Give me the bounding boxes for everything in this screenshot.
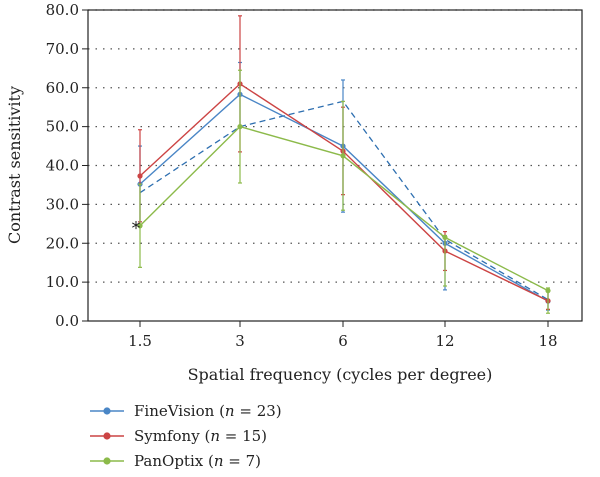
x-tick-label: 3 [235,332,245,350]
data-point [545,288,551,294]
series-line [139,93,549,302]
significance-marker: * [132,218,141,239]
series-group: * [132,15,551,314]
legend-label: PanOptix (n = 7) [134,452,261,470]
series-symfony [137,15,551,310]
data-point [237,124,243,130]
series-line [139,82,549,302]
y-tick-label: 10.0 [46,273,79,291]
series-finevision [137,61,551,311]
legend-marker [103,457,111,465]
x-tick-label: 1.5 [128,332,152,350]
y-tick-label: 80.0 [46,1,79,19]
x-tick-label: 18 [538,332,557,350]
y-tick-label: 0.0 [55,312,79,330]
legend: FineVision (n = 23) Symfony (n = 15) PanOp… [90,402,282,470]
y-tick-label: 70.0 [46,40,79,58]
plot-frame [87,9,583,322]
y-tick-label: 30.0 [46,195,79,213]
legend-label: Symfony (n = 15) [134,427,267,445]
series-panoptix [137,69,551,314]
axes: 0.0 10.0 20.0 30.0 40.0 50.0 60.0 70.0 80.0 1.5 3 6… [46,1,583,350]
dashed-line [139,100,549,301]
legend-item-finevision: FineVision (n = 23) [90,402,282,420]
y-tick-label: 20.0 [46,234,79,252]
y-tick-label: 40.0 [46,157,79,175]
y-axis-title: Contrast sensitivity [5,86,24,244]
legend-marker [103,407,111,415]
legend-item-panoptix: PanOptix (n = 7) [90,452,261,470]
x-tick-label: 6 [338,332,348,350]
y-tick-label: 50.0 [46,118,79,136]
dashed-series [139,100,549,301]
x-tick-label: 12 [435,332,454,350]
legend-label: FineVision (n = 23) [134,402,282,420]
data-point [340,153,346,159]
data-point [442,234,448,241]
legend-item-symfony: Symfony (n = 15) [90,427,267,445]
data-point [137,223,143,229]
data-point [137,173,143,179]
x-axis-title: Spatial frequency (cycles per degree) [188,365,493,384]
legend-marker [103,432,111,440]
y-tick-label: 60.0 [46,79,79,97]
